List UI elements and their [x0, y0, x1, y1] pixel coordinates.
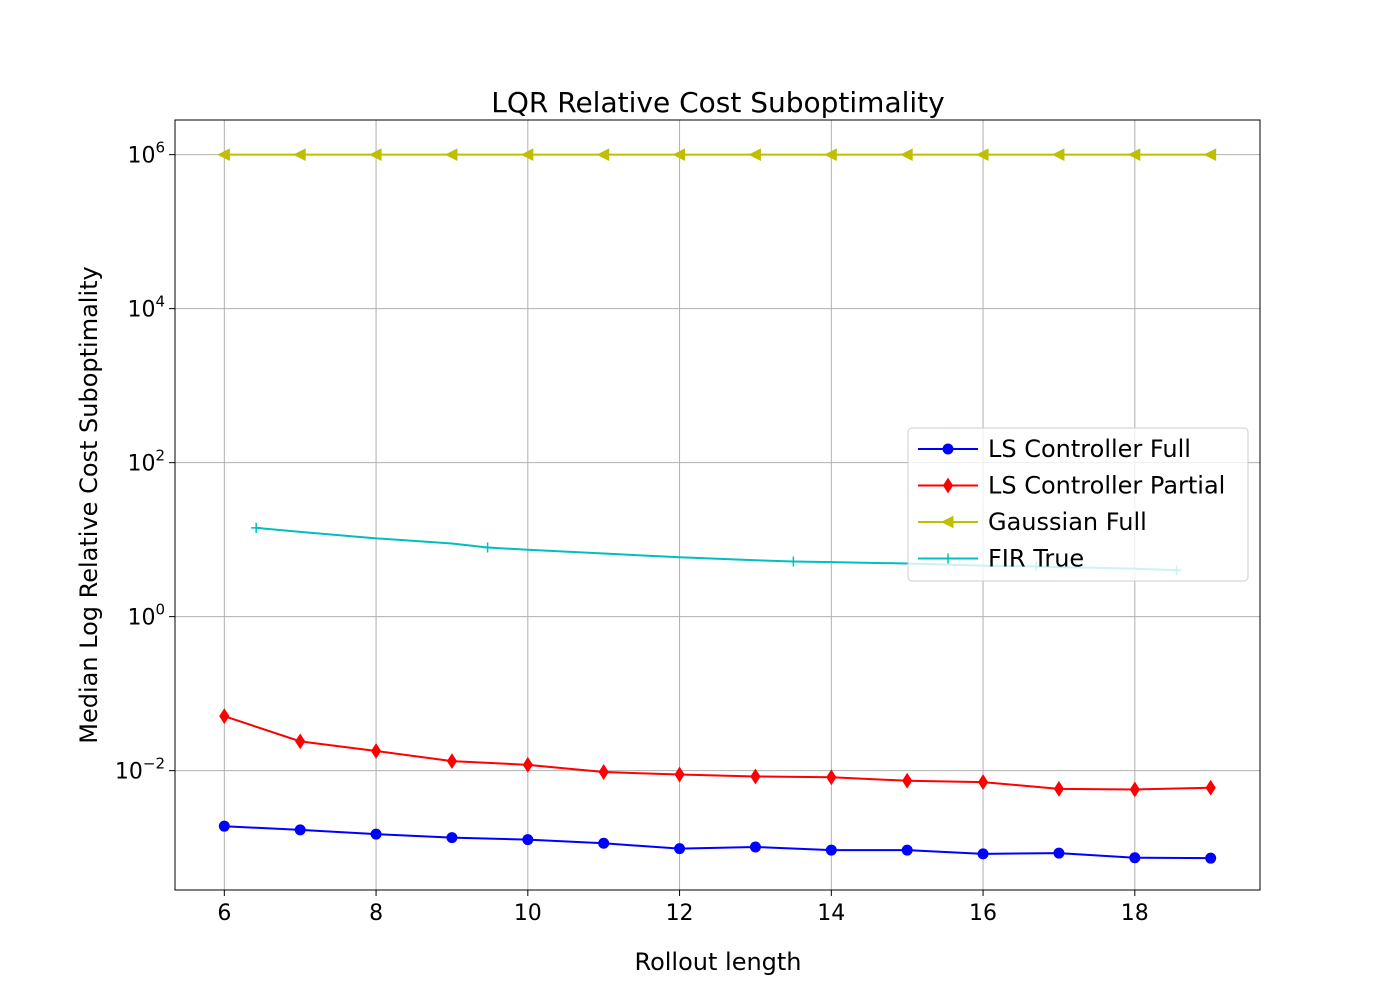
legend: LS Controller Full LS Controller Partial G…: [907, 427, 1249, 582]
data-point: [370, 743, 382, 759]
data-point: [217, 148, 230, 161]
legend-label: Gaussian Full: [988, 508, 1147, 536]
x-tick-label: 14: [817, 901, 845, 926]
data-point: [825, 844, 837, 856]
data-point: [1051, 148, 1065, 161]
data-point: [446, 753, 458, 770]
data-point: [1205, 779, 1216, 796]
data-point: [672, 148, 686, 161]
data-point: [598, 764, 609, 780]
plot-frame: [174, 119, 1261, 891]
data-point: [674, 766, 685, 783]
data-point: [977, 774, 989, 791]
legend-label: LS Controller Full: [988, 435, 1191, 463]
legend-marker: [942, 443, 954, 455]
data-point: [826, 769, 837, 786]
data-point: [598, 837, 610, 849]
data-point: [596, 148, 610, 161]
data-point: [1129, 852, 1141, 864]
y-ticks: 10−2 100 102 104 106: [115, 139, 175, 785]
x-axis-label: Rollout length: [634, 948, 801, 976]
data-point: [1205, 852, 1217, 864]
data-point: [901, 844, 913, 856]
data-point: [1053, 780, 1065, 797]
data-point: [218, 820, 230, 832]
data-point: [788, 556, 799, 567]
data-point: [902, 772, 913, 789]
legend-marker: [940, 515, 954, 529]
y-tick-label: 100: [127, 601, 165, 631]
data-point: [674, 843, 686, 855]
data-point: [368, 148, 382, 161]
data-point: [446, 832, 458, 844]
markers: [217, 148, 1217, 864]
series-line-1: [224, 715, 1211, 791]
x-tick-label: 16: [969, 901, 997, 926]
data-point: [522, 756, 533, 773]
data-point: [977, 848, 989, 860]
legend-label: FIR True: [988, 545, 1084, 573]
x-ticks: 6 8 10 12 14 16 18: [217, 890, 1149, 926]
data-point: [295, 733, 306, 750]
legend-label: LS Controller Partial: [988, 472, 1225, 500]
data-point: [1127, 148, 1141, 161]
data-point: [444, 148, 458, 161]
data-point: [1129, 781, 1140, 798]
y-tick-label: 102: [127, 447, 165, 477]
y-tick-label: 104: [127, 293, 165, 323]
y-tick-label: 10−2: [115, 755, 165, 785]
legend-box: [907, 427, 1249, 582]
data-point: [482, 542, 493, 553]
series-line-0: [224, 825, 1211, 860]
legend-marker: [943, 553, 953, 564]
x-tick-label: 10: [514, 901, 542, 926]
x-tick-label: 8: [369, 901, 383, 926]
x-tick-label: 18: [1121, 901, 1149, 926]
x-tick-label: 6: [217, 901, 231, 926]
series-lines: [224, 153, 1211, 860]
data-point: [522, 834, 534, 846]
data-point: [749, 841, 761, 853]
data-point: [520, 148, 534, 161]
x-tick-label: 12: [666, 901, 694, 926]
data-point: [1053, 847, 1065, 859]
data-point: [219, 708, 230, 725]
chart-title: LQR Relative Cost Suboptimality: [491, 86, 944, 119]
y-tick-label: 106: [127, 139, 165, 169]
data-point: [824, 148, 837, 161]
data-point: [975, 148, 989, 161]
legend-marker: [942, 477, 954, 494]
data-point: [370, 828, 382, 840]
data-point: [293, 148, 306, 161]
data-point: [1203, 148, 1217, 161]
data-point: [750, 768, 761, 785]
data-point: [748, 148, 761, 161]
y-axis-label: Median Log Relative Cost Suboptimality: [75, 266, 103, 744]
data-point: [294, 824, 306, 836]
data-point: [251, 522, 262, 533]
data-point: [900, 148, 913, 161]
